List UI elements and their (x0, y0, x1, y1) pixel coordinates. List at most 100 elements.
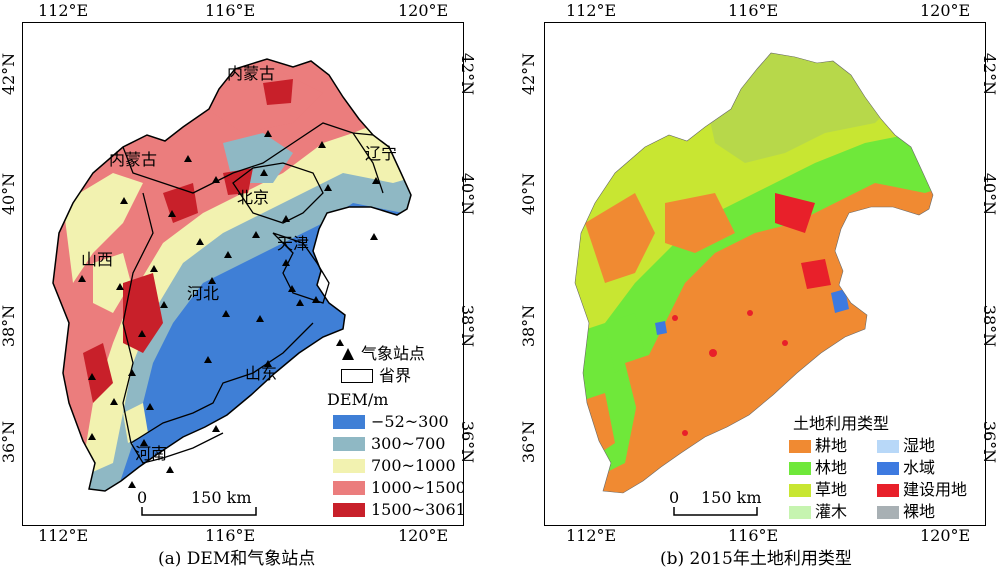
landuse-class-label: 灌木 (815, 502, 848, 521)
landuse-class-label: 裸地 (903, 502, 936, 521)
landuse-map (574, 52, 934, 516)
landuse-legend-item: 湿地 (877, 437, 935, 455)
lat-tick: 36°N (458, 420, 478, 464)
province-label: 内蒙古 (227, 64, 276, 83)
lon-tick: 112°E (566, 526, 617, 545)
region-outline (52, 58, 412, 492)
caption-b: (b) 2015年土地利用类型 (660, 549, 852, 569)
landuse-swatch (877, 439, 899, 453)
legend-boundary: 省界 (341, 367, 411, 385)
landuse-swatch (877, 461, 899, 475)
lon-tick: 116°E (728, 1, 779, 20)
landuse-legend-item: 水域 (877, 459, 935, 477)
legend-boundary-label: 省界 (379, 366, 412, 385)
lon-tick: 112°E (566, 1, 617, 20)
dem-class-label: 1500~3061 (371, 500, 464, 519)
dem-legend-item: 700~1000 (333, 457, 456, 475)
scale-zero: 0 (669, 488, 680, 507)
scale-bar (141, 507, 257, 516)
lon-tick: 120°E (920, 1, 971, 20)
lat-tick: 38°N (980, 304, 1000, 348)
triangle-icon (342, 348, 354, 360)
landuse-legend-title: 土地利用类型 (793, 414, 890, 433)
lon-tick: 116°E (205, 526, 256, 545)
landuse-swatch (789, 439, 811, 453)
lat-tick: 36°N (519, 420, 539, 464)
dem-legend-title: DEM/m (327, 390, 389, 409)
dem-class-label: 700~1000 (371, 456, 456, 475)
dem-class-label: 300~700 (371, 434, 446, 453)
lat-tick: 36°N (980, 420, 1000, 464)
lon-tick: 120°E (398, 526, 449, 545)
landuse-legend-item: 林地 (789, 459, 847, 477)
province-label: 内蒙古 (109, 150, 158, 169)
boundary-swatch (341, 369, 373, 383)
province-boundaries (122, 122, 384, 464)
landuse-class-label: 水域 (903, 458, 936, 477)
lon-tick: 116°E (205, 1, 256, 20)
province-label: 河北 (187, 284, 220, 303)
landuse-swatch (877, 483, 899, 497)
lat-tick: 40°N (980, 172, 1000, 216)
dem-swatch (333, 415, 365, 429)
landuse-swatch (789, 461, 811, 475)
province-label: 山东 (245, 364, 278, 383)
landuse-map-panel: 土地利用类型 耕地 林地 草地 灌木 湿地 水域 建设用地 裸地 0 150 k… (544, 22, 986, 526)
landuse-class-label: 湿地 (903, 436, 936, 455)
landuse-swatch (877, 505, 899, 519)
scale-zero: 0 (137, 488, 148, 507)
landuse-legend-item: 耕地 (789, 437, 847, 455)
dem-swatch (333, 481, 365, 495)
landuse-class-label: 草地 (815, 480, 848, 499)
landuse-legend-item: 裸地 (877, 503, 935, 521)
lon-tick: 120°E (398, 1, 449, 20)
lat-tick: 42°N (980, 52, 1000, 96)
lat-tick: 40°N (458, 172, 478, 216)
lat-tick: 40°N (519, 172, 539, 216)
landuse-legend-item: 建设用地 (877, 481, 967, 499)
dem-legend-item: 300~700 (333, 435, 445, 453)
lon-tick: 112°E (38, 526, 89, 545)
lon-tick: 120°E (920, 526, 971, 545)
lat-tick: 38°N (519, 304, 539, 348)
landuse-legend-item: 灌木 (789, 503, 847, 521)
weather-stations (78, 130, 380, 488)
lat-tick: 38°N (0, 304, 19, 348)
lat-tick: 38°N (458, 304, 478, 348)
dem-swatch (333, 459, 365, 473)
lat-tick: 36°N (0, 420, 19, 464)
scale-distance: 150 km (701, 488, 762, 507)
dem-swatch (333, 503, 365, 517)
landuse-legend-item: 草地 (789, 481, 847, 499)
dem-map (52, 58, 412, 516)
dem-map-panel: 内蒙古 内蒙古 辽宁 北京 天津 山西 河北 山东 河南 气象站点 省界 DEM… (22, 22, 464, 526)
legend-stations: 气象站点 (341, 345, 425, 363)
province-label: 山西 (81, 250, 114, 269)
province-label: 辽宁 (365, 144, 398, 163)
dem-legend-item: 1500~3061 (333, 500, 464, 519)
landuse-swatch (789, 483, 811, 497)
lat-tick: 42°N (0, 52, 19, 96)
scale-distance: 150 km (191, 488, 252, 507)
lat-tick: 42°N (458, 52, 478, 96)
dem-class-label: −52~300 (371, 412, 449, 431)
scale-bar (673, 507, 758, 516)
lat-tick: 42°N (519, 52, 539, 96)
dem-legend-item: 1000~1500 (333, 478, 464, 497)
lat-tick: 40°N (0, 172, 19, 216)
landuse-swatch (789, 505, 811, 519)
dem-swatch (333, 437, 365, 451)
lon-tick: 116°E (728, 526, 779, 545)
region-outline (574, 52, 934, 494)
dem-class-label: 1000~1500 (371, 478, 464, 497)
province-label: 天津 (277, 234, 310, 253)
legend-station-label: 气象站点 (361, 344, 426, 363)
province-label: 北京 (237, 188, 270, 207)
landuse-class-label: 建设用地 (903, 480, 968, 499)
lon-tick: 112°E (38, 1, 89, 20)
province-label: 河南 (135, 444, 168, 463)
landuse-class-label: 耕地 (815, 436, 848, 455)
landuse-class-label: 林地 (815, 458, 848, 477)
caption-a: (a) DEM和气象站点 (158, 549, 316, 569)
dem-legend-item: −52~300 (333, 413, 449, 431)
